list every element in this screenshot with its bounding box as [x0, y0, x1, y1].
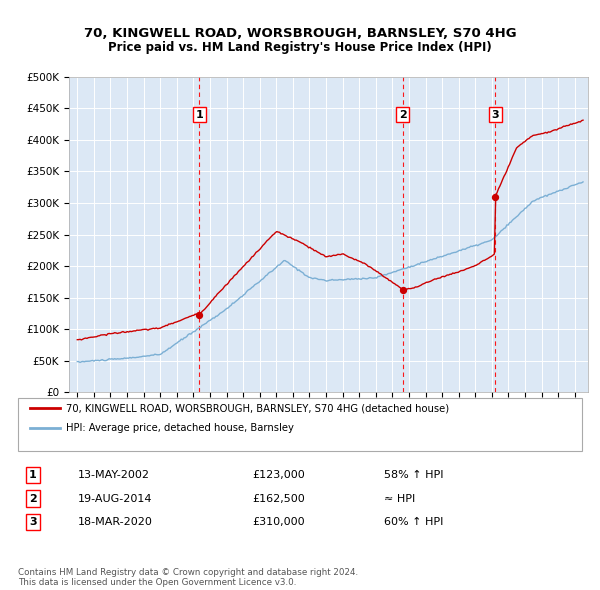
Text: HPI: Average price, detached house, Barnsley: HPI: Average price, detached house, Barn…	[66, 423, 294, 432]
Text: 70, KINGWELL ROAD, WORSBROUGH, BARNSLEY, S70 4HG: 70, KINGWELL ROAD, WORSBROUGH, BARNSLEY,…	[83, 27, 517, 40]
Text: 1: 1	[29, 470, 37, 480]
Text: 18-MAR-2020: 18-MAR-2020	[78, 517, 153, 527]
Point	[491, 192, 500, 201]
Text: 2: 2	[399, 110, 407, 120]
Point	[194, 310, 204, 319]
Text: 13-MAY-2002: 13-MAY-2002	[78, 470, 150, 480]
Text: 3: 3	[491, 110, 499, 120]
Text: Contains HM Land Registry data © Crown copyright and database right 2024.
This d: Contains HM Land Registry data © Crown c…	[18, 568, 358, 587]
Point	[398, 285, 407, 294]
Text: 1: 1	[196, 110, 203, 120]
Text: 60% ↑ HPI: 60% ↑ HPI	[384, 517, 443, 527]
Text: £162,500: £162,500	[252, 494, 305, 503]
Text: Price paid vs. HM Land Registry's House Price Index (HPI): Price paid vs. HM Land Registry's House …	[108, 41, 492, 54]
Text: 58% ↑ HPI: 58% ↑ HPI	[384, 470, 443, 480]
Text: 19-AUG-2014: 19-AUG-2014	[78, 494, 152, 503]
Text: 70, KINGWELL ROAD, WORSBROUGH, BARNSLEY, S70 4HG (detached house): 70, KINGWELL ROAD, WORSBROUGH, BARNSLEY,…	[66, 404, 449, 413]
Text: £310,000: £310,000	[252, 517, 305, 527]
Text: £123,000: £123,000	[252, 470, 305, 480]
Text: 3: 3	[29, 517, 37, 527]
Text: 2: 2	[29, 494, 37, 503]
Text: ≈ HPI: ≈ HPI	[384, 494, 415, 503]
